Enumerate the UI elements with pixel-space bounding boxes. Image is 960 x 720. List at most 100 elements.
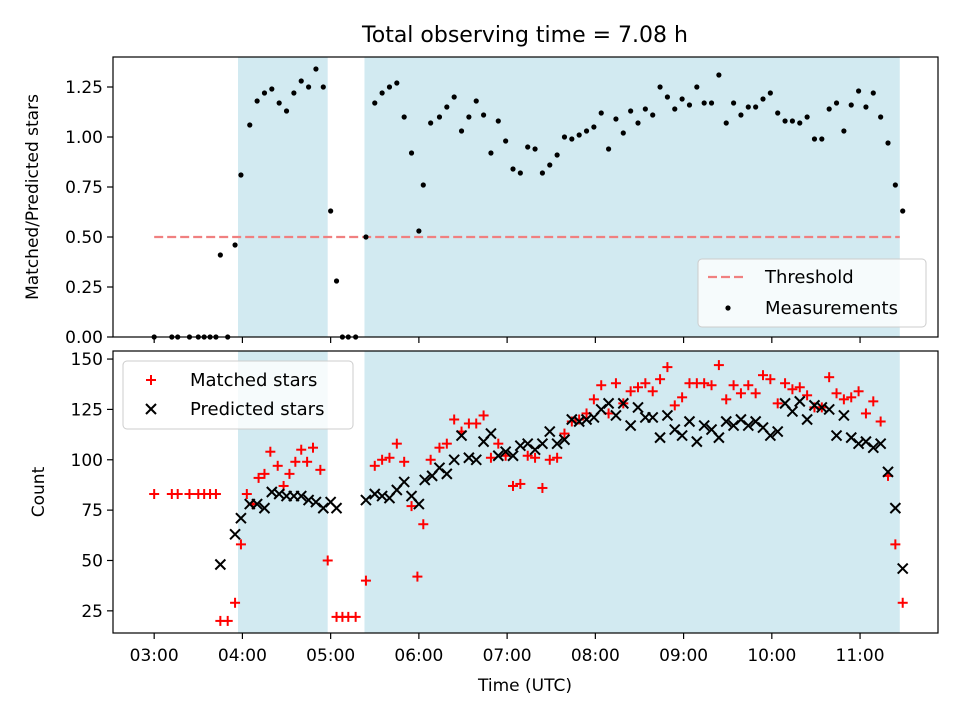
predicted-star-point [610, 409, 622, 422]
measurement-point [672, 106, 678, 112]
matched-star-point [537, 482, 548, 493]
matched-legend-label: Matched stars [190, 370, 317, 391]
measurement-point [313, 66, 319, 72]
predicted-legend-label: Predicted stars [190, 399, 324, 420]
matched-star-point [728, 380, 739, 391]
measurement-point [811, 136, 818, 142]
predicted-star-point [691, 435, 703, 448]
matched-legend-swatch [146, 375, 156, 385]
y-tick-label: 100 [71, 451, 103, 471]
measurement-point [539, 170, 546, 176]
measurements-legend-label: Measurements [765, 298, 898, 319]
measurement-point [701, 100, 707, 106]
measurement-point [708, 100, 715, 106]
measurement-point [789, 118, 796, 124]
measurement-point [320, 84, 326, 90]
matched-star-point [485, 452, 496, 463]
predicted-star-point [229, 528, 241, 541]
threshold-legend-label: Threshold [764, 267, 854, 288]
measurement-point [686, 102, 693, 108]
measurements-legend-swatch [725, 305, 731, 311]
measurement-point [525, 144, 531, 150]
matched-star-point [210, 489, 221, 500]
matched-star-point [412, 571, 423, 582]
predicted-star-point [632, 401, 644, 414]
predicted-legend-swatch [145, 403, 157, 415]
matched-stars-points [149, 360, 908, 626]
matched-star-point [787, 384, 798, 395]
matched-star-point [290, 456, 301, 467]
measurement-point [363, 234, 369, 240]
matched-star-point [780, 378, 791, 389]
top-legend-box [697, 258, 927, 328]
predicted-star-point [214, 558, 227, 571]
matched-star-point [241, 489, 252, 500]
matched-star-point [765, 374, 776, 385]
matched-star-point [149, 489, 160, 500]
matched-star-point [515, 478, 526, 489]
measurement-point [716, 72, 722, 78]
shaded-interval-0 [238, 57, 328, 337]
top-x-ticks [153, 337, 861, 343]
measurement-point [635, 120, 641, 126]
measurement-point [408, 150, 415, 156]
matched-star-point [875, 416, 886, 427]
measurement-point [495, 118, 501, 124]
matched-star-point [471, 418, 482, 429]
predicted-star-point [235, 512, 247, 524]
measurement-point [554, 152, 560, 158]
matched-star-point [552, 452, 563, 463]
measurement-point [291, 90, 297, 96]
matched-star-point [544, 454, 555, 465]
measurement-point [620, 130, 626, 136]
measurement-point [650, 112, 656, 118]
predicted-stars-points [214, 395, 909, 575]
matched-star-point [831, 388, 842, 399]
x-tick-label: 04:00 [218, 646, 267, 666]
measurement-point [510, 166, 516, 172]
measurement-point [547, 162, 553, 168]
bottom-y-ticks: 25 50 75 100 125 150 [71, 350, 113, 622]
y-tick-label: 125 [71, 400, 103, 420]
measurement-point [591, 124, 597, 130]
predicted-star-point [507, 450, 519, 462]
predicted-star-point [771, 425, 784, 438]
matched-star-point [721, 394, 732, 405]
measurement-point [328, 208, 334, 214]
predicted-star-point [698, 419, 710, 432]
matched-star-point [184, 489, 195, 500]
predicted-star-point [485, 427, 497, 440]
predicted-star-point [794, 395, 806, 408]
measurement-point [767, 90, 773, 96]
measurement-point [503, 138, 509, 144]
predicted-star-point [330, 502, 343, 514]
measurement-point [372, 100, 378, 106]
measurement-point [379, 90, 385, 96]
predicted-star-point [830, 429, 843, 442]
bottom-legend-box [122, 360, 354, 430]
measurement-point [679, 96, 685, 102]
bottom-x-ticks: 03:00 04:00 05:00 06:00 07:00 08:00 09:00 10:00… [130, 633, 885, 666]
matched-star-point [743, 380, 754, 391]
matched-star-point [265, 446, 276, 457]
matched-star-point [655, 374, 666, 385]
measurement-point [782, 118, 788, 124]
measurement-point [738, 112, 744, 118]
measurement-point [451, 94, 457, 100]
top-panel: 0.00 0.25 0.50 0.75 1.00 1.25 Matched/Predict… [23, 56, 939, 348]
measurement-point [797, 120, 803, 126]
matched-star-point [669, 400, 680, 411]
x-tick-label: 10:00 [747, 646, 796, 666]
predicted-star-point [492, 450, 505, 462]
measurement-point [428, 120, 434, 126]
matched-star-point [449, 414, 460, 425]
matched-star-point [677, 392, 688, 403]
matched-star-point [890, 539, 901, 550]
matched-star-point [794, 382, 805, 393]
top-y-ticks: 0.00 0.25 0.50 0.75 1.00 1.25 [65, 78, 113, 348]
y-tick-label: 0.75 [65, 178, 103, 198]
measurement-point [232, 242, 238, 248]
measurement-point [254, 98, 260, 104]
measurement-point [305, 84, 312, 90]
